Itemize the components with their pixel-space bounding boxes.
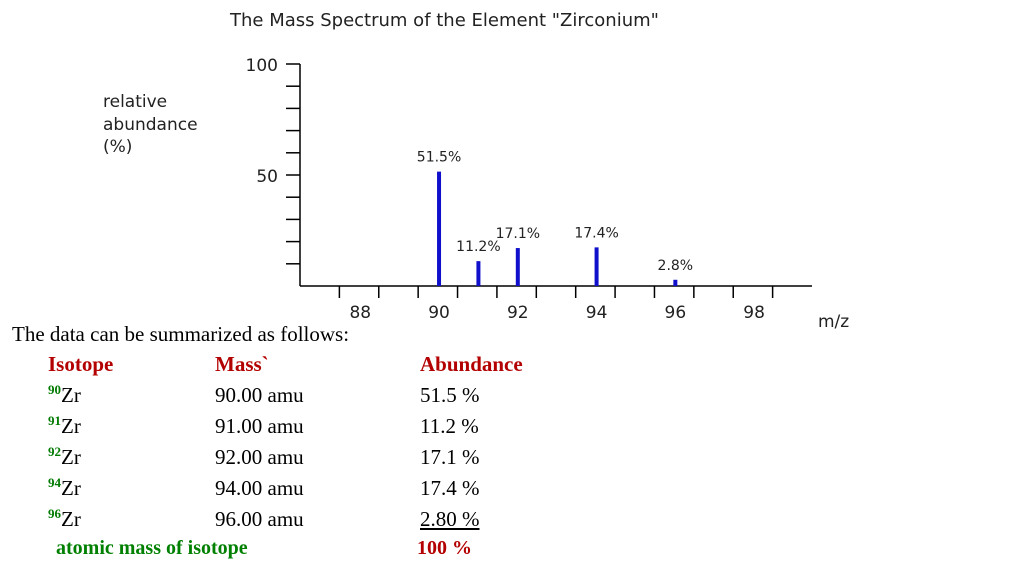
table-header: Isotope Mass` Abundance [0, 352, 1024, 382]
mass-cell: 90.00 amu [215, 383, 304, 407]
x-tick-label: 94 [586, 303, 608, 323]
element-symbol: Zr [61, 445, 81, 469]
table-row: 96Zr 96.00 amu 2.80 % [0, 506, 1024, 537]
abundance-cell: 17.1 % [420, 445, 480, 469]
data-label: 17.1% [496, 226, 540, 242]
mass-number-superscript: 96 [48, 506, 61, 521]
header-abundance: Abundance [420, 352, 523, 376]
x-axis-label: m/z [818, 312, 849, 330]
table-footer: atomic mass of isotope 100 % [0, 537, 1024, 567]
isotope-cell: 90Zr [48, 382, 81, 408]
mass-number-superscript: 92 [48, 444, 61, 459]
summary-intro: The data can be summarized as follows: [12, 322, 350, 346]
data-label: 2.8% [658, 258, 694, 274]
mass-number-superscript: 90 [48, 382, 61, 397]
x-tick-label: 96 [665, 303, 687, 323]
x-tick-label: 88 [349, 303, 371, 323]
abundance-cell: 17.4 % [420, 476, 480, 500]
x-tick-label: 98 [743, 303, 765, 323]
element-symbol: Zr [61, 383, 81, 407]
table-row: 94Zr 94.00 amu 17.4 % [0, 475, 1024, 506]
element-symbol: Zr [61, 414, 81, 438]
y-tick-label: 100 [246, 56, 278, 76]
mass-number-superscript: 91 [48, 413, 61, 428]
data-label: 17.4% [574, 225, 618, 241]
abundance-cell: 11.2 % [420, 414, 479, 438]
mass-cell: 94.00 amu [215, 476, 304, 500]
chart-title: The Mass Spectrum of the Element "Zircon… [229, 10, 659, 31]
isotope-cell: 96Zr [48, 506, 81, 532]
table-row: 90Zr 90.00 amu 51.5 % [0, 382, 1024, 413]
abundance-cell: 51.5 % [420, 383, 480, 407]
element-symbol: Zr [61, 507, 81, 531]
mass-spectrum-chart: The Mass Spectrum of the Element "Zircon… [103, 10, 849, 330]
data-label: 11.2% [456, 239, 500, 255]
header-isotope: Isotope [48, 352, 114, 376]
x-tick-label: 90 [428, 303, 450, 323]
y-axis-label: relative abundance (%) [103, 92, 203, 157]
isotope-cell: 91Zr [48, 413, 81, 439]
footer-label: atomic mass of isotope [56, 537, 248, 559]
y-tick-label: 50 [256, 167, 278, 187]
mass-cell: 96.00 amu [215, 507, 304, 531]
y-axis-label-line: (%) [103, 137, 132, 157]
x-ticks: 88 90 92 94 96 98 [338, 286, 774, 323]
isotope-cell: 92Zr [48, 444, 81, 470]
table-row: 91Zr 91.00 amu 11.2 % [0, 413, 1024, 444]
table-row: 92Zr 92.00 amu 17.1 % [0, 444, 1024, 475]
y-ticks: 50 100 [246, 56, 300, 265]
isotope-cell: 94Zr [48, 475, 81, 501]
abundance-cell: 2.80 % [420, 507, 480, 531]
mass-number-superscript: 94 [48, 475, 61, 490]
bars: 51.5% 11.2%17.1% 17.4% 2.8% [417, 150, 693, 286]
mass-cell: 91.00 amu [215, 414, 304, 438]
footer-total: 100 % [417, 537, 472, 559]
y-axis-label-line: abundance [103, 115, 198, 135]
data-label: 51.5% [417, 150, 461, 166]
mass-cell: 92.00 amu [215, 445, 304, 469]
element-symbol: Zr [61, 476, 81, 500]
header-mass: Mass` [215, 352, 269, 376]
x-tick-label: 92 [507, 303, 529, 323]
y-axis-label-line: relative [103, 92, 167, 112]
